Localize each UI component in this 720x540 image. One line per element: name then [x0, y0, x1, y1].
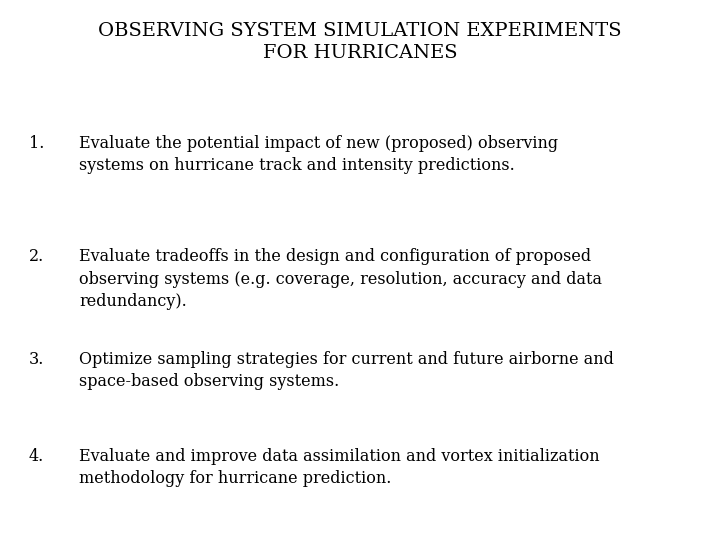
- Text: 2.: 2.: [29, 248, 44, 265]
- Text: Evaluate tradeoffs in the design and configuration of proposed
observing systems: Evaluate tradeoffs in the design and con…: [79, 248, 602, 310]
- Text: Optimize sampling strategies for current and future airborne and
space-based obs: Optimize sampling strategies for current…: [79, 351, 614, 390]
- Text: Evaluate and improve data assimilation and vortex initialization
methodology for: Evaluate and improve data assimilation a…: [79, 448, 600, 488]
- Text: OBSERVING SYSTEM SIMULATION EXPERIMENTS
FOR HURRICANES: OBSERVING SYSTEM SIMULATION EXPERIMENTS …: [98, 22, 622, 62]
- Text: 4.: 4.: [29, 448, 44, 465]
- Text: 1.: 1.: [29, 135, 44, 152]
- Text: Evaluate the potential impact of new (proposed) observing
systems on hurricane t: Evaluate the potential impact of new (pr…: [79, 135, 558, 174]
- Text: 3.: 3.: [29, 351, 44, 368]
